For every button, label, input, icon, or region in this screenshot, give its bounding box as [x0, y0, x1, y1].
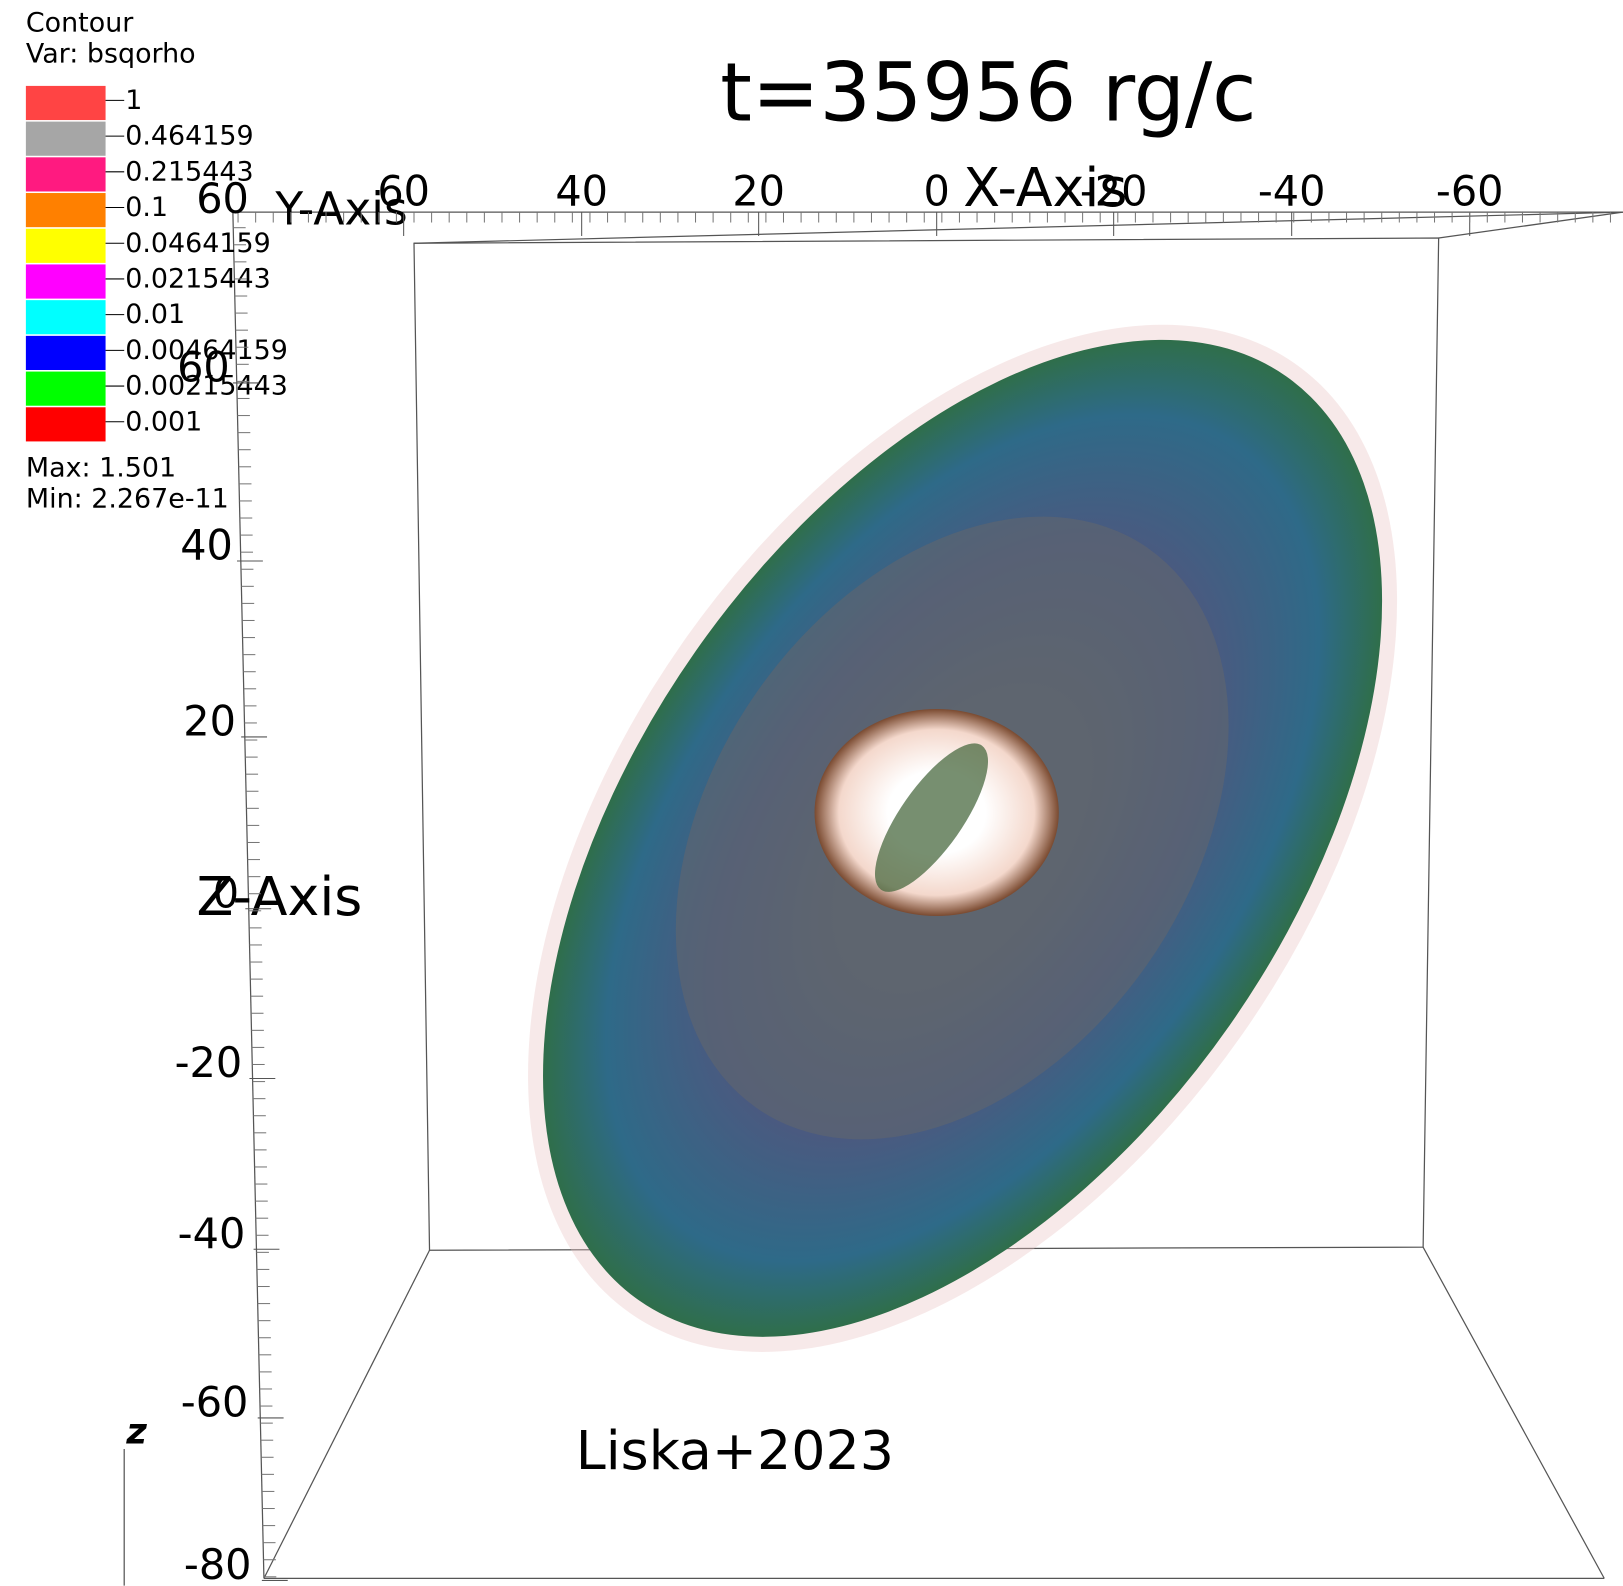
z-tick-label: 60	[177, 344, 230, 392]
disk	[350, 168, 1574, 1509]
legend-swatch	[26, 157, 106, 191]
legend-min: Min: 2.267e-11	[26, 483, 229, 514]
page: {"legend": {"title": "Contour", "variabl…	[0, 0, 1623, 1586]
title: t=35956 rg/c	[720, 46, 1256, 140]
legend-label: 0.001	[125, 406, 202, 437]
legend-swatch	[26, 300, 106, 334]
legend-swatch	[26, 122, 106, 156]
legend-label: 0.0215443	[125, 263, 271, 294]
visualization: t=35956 rg/c X-Axis Y-Axis Z-Axis z Lisk…	[0, 0, 1623, 1586]
legend-swatch	[26, 336, 106, 370]
legend-swatch	[26, 372, 106, 406]
legend-label: 0.464159	[125, 121, 253, 152]
legend-variable: Var: bsqorho	[26, 38, 196, 69]
x-tick-label: -20	[1080, 168, 1148, 216]
legend-label: 1	[125, 85, 142, 116]
legend-swatch	[26, 86, 106, 120]
z-tick-label: -40	[178, 1210, 246, 1258]
legend-max: Max: 1.501	[26, 452, 176, 483]
scene: t=35956 rg/c X-Axis Y-Axis Z-Axis z Lisk…	[26, 7, 1623, 1586]
x-tick-label: 0	[924, 168, 950, 216]
z-tick-label: 40	[180, 522, 233, 570]
z-tick-label: 0	[213, 869, 239, 917]
y-tick-label: 60	[196, 175, 249, 223]
z-tick-label: -80	[184, 1541, 252, 1586]
legend-swatch	[26, 193, 106, 227]
legend-swatch	[26, 264, 106, 298]
z-tick-label: 20	[183, 698, 236, 746]
legend-swatch	[26, 229, 106, 263]
x-tick-label: 20	[732, 168, 785, 216]
legend-title: Contour	[26, 7, 134, 38]
legend-label: 0.0464159	[125, 228, 271, 259]
x-tick-label: 40	[555, 168, 608, 216]
credit: Liska+2023	[576, 1419, 894, 1482]
triad-label: z	[125, 1411, 147, 1452]
legend-swatch	[26, 407, 106, 441]
legend-label: 0.01	[125, 299, 185, 330]
x-tick-label: -40	[1258, 168, 1326, 216]
legend-label: 0.1	[125, 192, 168, 223]
x-tick-label: 60	[377, 168, 430, 216]
x-tick-label: -60	[1436, 168, 1504, 216]
z-tick-label: -60	[181, 1379, 249, 1427]
z-tick-label: -20	[175, 1039, 243, 1087]
